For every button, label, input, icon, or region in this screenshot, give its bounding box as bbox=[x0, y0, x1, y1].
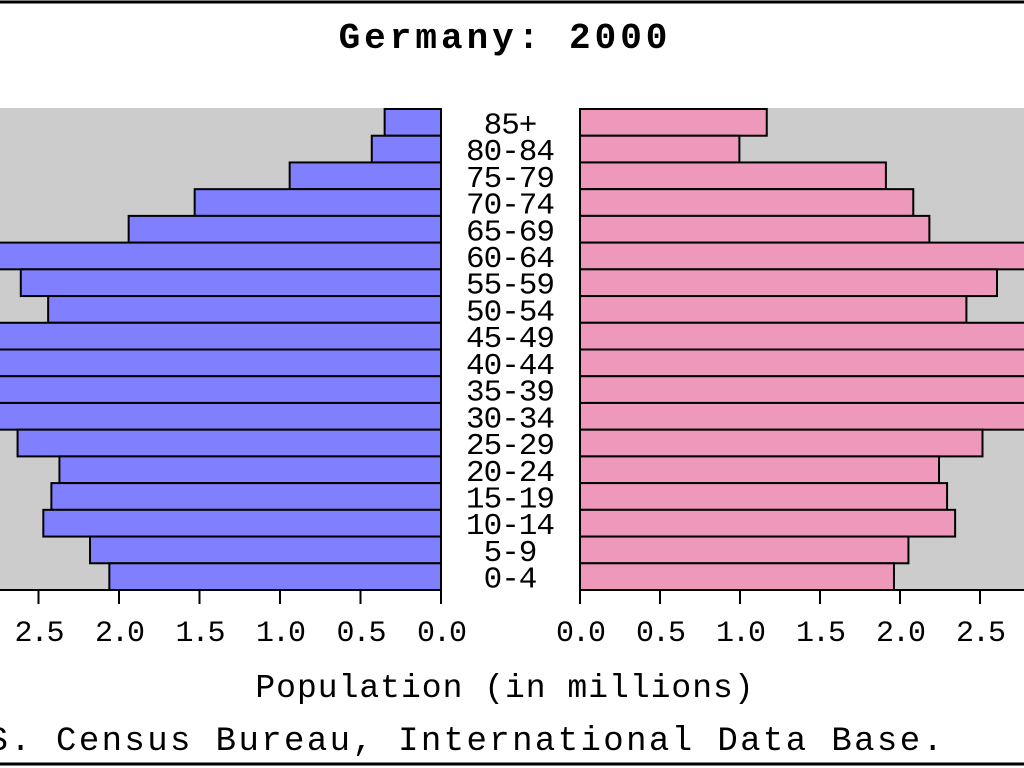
age-label: 30-34 bbox=[466, 402, 554, 437]
male-tick-label: 2.0 bbox=[95, 617, 144, 651]
bar-male-30-34 bbox=[0, 401, 443, 431]
bar-male-15-19 bbox=[50, 482, 442, 511]
male-tick-label: 2.5 bbox=[14, 617, 63, 651]
female-tick-label: 1.0 bbox=[716, 617, 765, 651]
bar-female-15-19 bbox=[579, 482, 949, 511]
bar-female-80-84 bbox=[579, 134, 741, 164]
bar-female-75-79 bbox=[579, 161, 887, 191]
bar-female-20-24 bbox=[579, 455, 941, 485]
male-tick-label: 0.0 bbox=[417, 617, 466, 651]
female-tick-label: 1.5 bbox=[796, 617, 845, 651]
female-tick-label: 0.5 bbox=[636, 617, 685, 651]
age-label: 20-24 bbox=[466, 456, 554, 491]
age-label: 15-19 bbox=[466, 482, 554, 517]
bar-male-80-84 bbox=[370, 134, 442, 164]
age-label: 60-64 bbox=[466, 242, 554, 277]
age-label: 5-9 bbox=[484, 536, 537, 571]
bar-male-10-14 bbox=[42, 508, 443, 538]
age-label: 85+ bbox=[484, 108, 537, 143]
bar-male-0-4 bbox=[108, 562, 442, 591]
bar-female-85+ bbox=[579, 108, 768, 137]
bar-female-45-49 bbox=[579, 321, 1024, 351]
bar-female-65-69 bbox=[579, 214, 931, 244]
age-label: 65-69 bbox=[466, 215, 554, 250]
source-note: U.S. Census Bureau, International Data B… bbox=[0, 723, 945, 761]
age-label: 55-59 bbox=[466, 269, 554, 304]
bar-male-40-44 bbox=[0, 348, 442, 378]
bar-male-65-69 bbox=[127, 214, 442, 244]
age-label: 50-54 bbox=[466, 295, 554, 330]
x-axis-label: Population (in millions) bbox=[255, 670, 754, 707]
bar-female-5-9 bbox=[579, 535, 910, 565]
bar-male-35-39 bbox=[0, 375, 442, 404]
bar-male-60-64 bbox=[0, 241, 442, 271]
bar-female-0-4 bbox=[579, 562, 895, 591]
bar-female-50-54 bbox=[579, 295, 968, 324]
age-label: 70-74 bbox=[466, 189, 554, 224]
bar-female-35-39 bbox=[579, 375, 1024, 404]
bar-male-85+ bbox=[383, 108, 442, 137]
age-label: 75-79 bbox=[466, 162, 554, 197]
chart-title: Germany: 2000 bbox=[339, 18, 672, 59]
age-label: 35-39 bbox=[466, 376, 554, 411]
male-tick-label: 0.5 bbox=[336, 617, 385, 651]
bar-male-75-79 bbox=[288, 161, 442, 191]
bar-male-45-49 bbox=[0, 321, 442, 351]
bar-female-30-34 bbox=[579, 401, 1024, 431]
bar-female-55-59 bbox=[579, 268, 998, 298]
age-label: 0-4 bbox=[484, 563, 537, 598]
bar-male-50-54 bbox=[47, 295, 442, 324]
bar-female-70-74 bbox=[579, 188, 915, 217]
bar-male-70-74 bbox=[193, 188, 442, 217]
bar-female-25-29 bbox=[579, 428, 984, 458]
female-tick-label: 2.0 bbox=[876, 617, 925, 651]
bar-male-5-9 bbox=[89, 535, 443, 565]
male-tick-label: 1.0 bbox=[256, 617, 305, 651]
age-label: 45-49 bbox=[466, 322, 554, 357]
female-tick-label: 2.5 bbox=[956, 617, 1005, 651]
bar-male-25-29 bbox=[16, 428, 442, 458]
bar-female-10-14 bbox=[579, 508, 957, 538]
age-label: 80-84 bbox=[466, 135, 554, 170]
age-label: 10-14 bbox=[466, 509, 554, 544]
male-tick-label: 1.5 bbox=[175, 617, 224, 651]
bar-female-60-64 bbox=[579, 241, 1024, 271]
female-tick-label: 0.0 bbox=[556, 617, 605, 651]
bar-male-55-59 bbox=[19, 268, 442, 298]
age-label: 25-29 bbox=[466, 429, 554, 464]
age-label: 40-44 bbox=[466, 349, 554, 384]
bar-male-20-24 bbox=[58, 455, 443, 485]
bar-female-40-44 bbox=[579, 348, 1024, 378]
